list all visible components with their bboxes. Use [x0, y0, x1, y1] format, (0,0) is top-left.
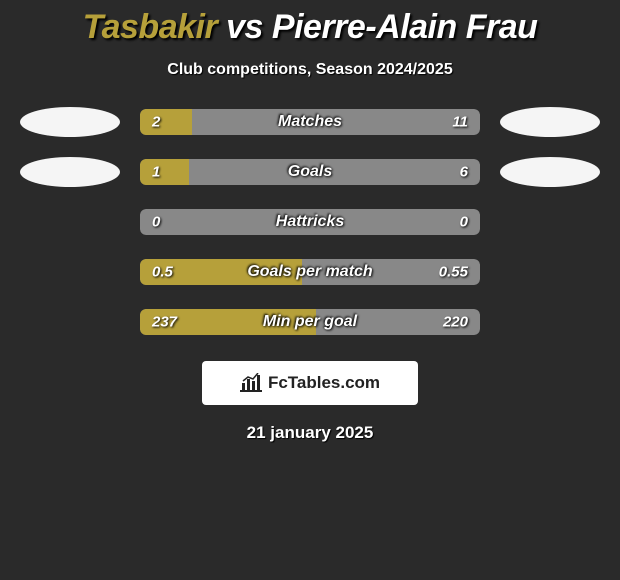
stat-label: Min per goal: [263, 313, 357, 331]
page-title: Tasbakir vs Pierre-Alain Frau: [0, 0, 620, 47]
stat-label: Goals per match: [247, 263, 372, 281]
stat-value-right: 11: [452, 114, 468, 131]
player2-marker: [500, 307, 600, 337]
chart-icon: [240, 373, 262, 393]
stat-row: Min per goal 237 220: [0, 307, 620, 337]
stat-value-left: 237: [152, 314, 177, 331]
player1-name: Tasbakir: [83, 8, 218, 46]
stat-value-right: 0.55: [439, 264, 468, 281]
stat-bar: Min per goal 237 220: [140, 309, 480, 335]
stat-row: Goals 1 6: [0, 157, 620, 187]
stat-row: Goals per match 0.5 0.55: [0, 257, 620, 287]
vs-text: vs: [226, 8, 263, 46]
stat-row: Hattricks 0 0: [0, 207, 620, 237]
stat-value-left: 0: [152, 214, 160, 231]
stat-value-right: 6: [460, 164, 468, 181]
stat-value-right: 0: [460, 214, 468, 231]
player1-marker: [20, 257, 120, 287]
date-text: 21 january 2025: [0, 423, 620, 443]
stat-label: Hattricks: [276, 213, 344, 231]
logo-text: FcTables.com: [268, 373, 380, 393]
stat-value-right: 220: [443, 314, 468, 331]
player2-marker: [500, 157, 600, 187]
stat-label: Matches: [278, 113, 342, 131]
stat-bar: Matches 2 11: [140, 109, 480, 135]
stat-bar: Goals 1 6: [140, 159, 480, 185]
player2-name: Pierre-Alain Frau: [272, 8, 537, 46]
stat-label: Goals: [288, 163, 332, 181]
stat-row: Matches 2 11: [0, 107, 620, 137]
player1-marker: [20, 107, 120, 137]
player2-marker: [500, 257, 600, 287]
stat-bar: Hattricks 0 0: [140, 209, 480, 235]
bar-fill: [140, 159, 189, 185]
player2-marker: [500, 107, 600, 137]
bar-fill: [140, 109, 192, 135]
player1-marker: [20, 207, 120, 237]
subtitle: Club competitions, Season 2024/2025: [0, 61, 620, 79]
player1-marker: [20, 307, 120, 337]
stat-value-left: 1: [152, 164, 160, 181]
stat-value-left: 0.5: [152, 264, 173, 281]
stats-container: Matches 2 11 Goals 1 6 Hattricks 0 0 Goals per ma…: [0, 107, 620, 337]
stat-bar: Goals per match 0.5 0.55: [140, 259, 480, 285]
stat-value-left: 2: [152, 114, 160, 131]
player2-marker: [500, 207, 600, 237]
fctables-logo[interactable]: FcTables.com: [202, 361, 418, 405]
player1-marker: [20, 157, 120, 187]
